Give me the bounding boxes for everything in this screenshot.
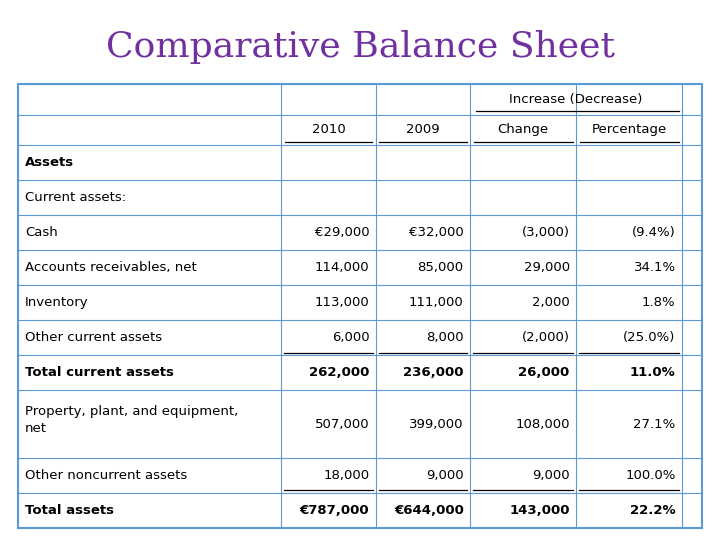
Bar xyxy=(18,84,702,528)
Text: €29,000: €29,000 xyxy=(315,226,369,239)
Text: 507,000: 507,000 xyxy=(315,418,369,431)
Text: 143,000: 143,000 xyxy=(509,504,570,517)
Text: 29,000: 29,000 xyxy=(523,261,570,274)
Text: 18,000: 18,000 xyxy=(323,469,369,482)
Text: (3,000): (3,000) xyxy=(522,226,570,239)
Text: Assets: Assets xyxy=(25,157,74,170)
Text: 8,000: 8,000 xyxy=(426,332,464,345)
Text: 2,000: 2,000 xyxy=(532,296,570,309)
Text: 2010: 2010 xyxy=(312,124,346,137)
Text: 26,000: 26,000 xyxy=(518,366,570,379)
Text: 22.2%: 22.2% xyxy=(630,504,675,517)
Text: (9.4%): (9.4%) xyxy=(632,226,675,239)
Text: Cash: Cash xyxy=(25,226,58,239)
Text: (2,000): (2,000) xyxy=(522,332,570,345)
Text: Comparative Balance Sheet: Comparative Balance Sheet xyxy=(106,30,614,64)
Text: Total current assets: Total current assets xyxy=(25,366,174,379)
Text: 6,000: 6,000 xyxy=(332,332,369,345)
Text: Current assets:: Current assets: xyxy=(25,191,126,205)
Text: 113,000: 113,000 xyxy=(315,296,369,309)
Text: 9,000: 9,000 xyxy=(532,469,570,482)
Text: €644,000: €644,000 xyxy=(394,504,464,517)
Text: Total assets: Total assets xyxy=(25,504,114,517)
Text: 108,000: 108,000 xyxy=(516,418,570,431)
Text: Change: Change xyxy=(498,124,549,137)
Text: €787,000: €787,000 xyxy=(300,504,369,517)
Text: Percentage: Percentage xyxy=(592,124,667,137)
Text: 100.0%: 100.0% xyxy=(625,469,675,482)
Text: 111,000: 111,000 xyxy=(409,296,464,309)
Text: 114,000: 114,000 xyxy=(315,261,369,274)
Text: Increase (Decrease): Increase (Decrease) xyxy=(510,93,643,106)
Text: €32,000: €32,000 xyxy=(409,226,464,239)
Text: 34.1%: 34.1% xyxy=(634,261,675,274)
Text: 236,000: 236,000 xyxy=(403,366,464,379)
Text: Inventory: Inventory xyxy=(25,296,89,309)
Text: 1.8%: 1.8% xyxy=(642,296,675,309)
Text: 9,000: 9,000 xyxy=(426,469,464,482)
Text: 11.0%: 11.0% xyxy=(630,366,675,379)
Text: 27.1%: 27.1% xyxy=(634,418,675,431)
Text: (25.0%): (25.0%) xyxy=(624,332,675,345)
Text: 399,000: 399,000 xyxy=(409,418,464,431)
Text: Accounts receivables, net: Accounts receivables, net xyxy=(25,261,197,274)
Text: Other current assets: Other current assets xyxy=(25,332,162,345)
Text: Other noncurrent assets: Other noncurrent assets xyxy=(25,469,187,482)
Text: 262,000: 262,000 xyxy=(309,366,369,379)
Text: Property, plant, and equipment,
net: Property, plant, and equipment, net xyxy=(25,405,238,435)
Text: 2009: 2009 xyxy=(406,124,440,137)
Text: 85,000: 85,000 xyxy=(418,261,464,274)
